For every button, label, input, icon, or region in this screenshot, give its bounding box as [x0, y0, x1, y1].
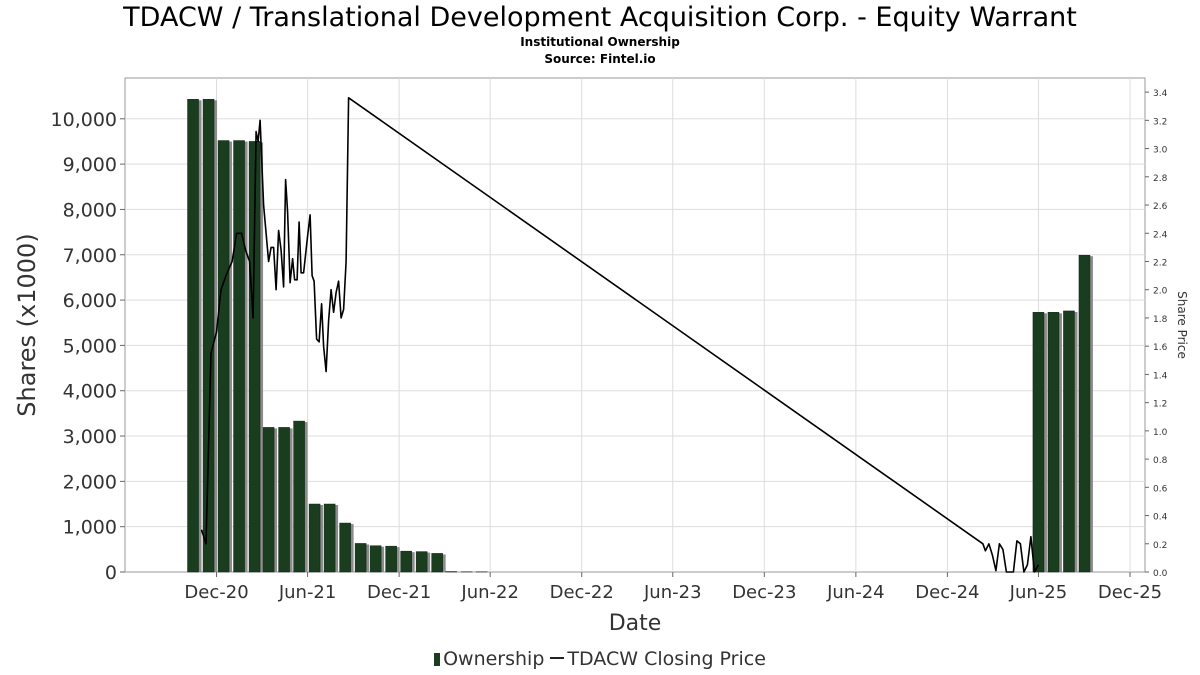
ownership-bar: [369, 545, 382, 573]
legend-price-label: TDACW Closing Price: [567, 648, 766, 670]
ownership-bar: [1047, 312, 1060, 573]
y-left-tick-label: 3,000: [63, 426, 117, 448]
x-tick-label: Jun-22: [460, 582, 519, 603]
y-right-tick-label: 2.6: [1153, 202, 1168, 212]
y-right-tick-label: 2.4: [1153, 230, 1168, 240]
x-tick-label: Jun-23: [643, 582, 702, 603]
ownership-bar: [1078, 254, 1091, 573]
x-tick-label: Dec-25: [1098, 582, 1162, 603]
x-tick-label: Dec-22: [550, 582, 614, 603]
y-left-axis-title: Shares (x1000): [13, 233, 41, 416]
x-tick-label: Jun-24: [826, 582, 885, 603]
ownership-bar: [217, 140, 230, 573]
ownership-bar: [187, 99, 199, 573]
y-right-tick-label: 3.4: [1153, 89, 1168, 99]
x-tick-label: Dec-24: [915, 582, 979, 603]
legend-ownership-label: Ownership: [443, 648, 545, 670]
y-right-tick-label: 3.0: [1153, 146, 1168, 156]
ownership-bar: [400, 550, 412, 573]
ownership-bar: [1032, 312, 1045, 573]
ownership-bar: [248, 141, 261, 573]
y-left-tick-label: 8,000: [63, 199, 117, 221]
ownership-bar: [202, 99, 215, 573]
ownership-bar: [323, 503, 336, 573]
x-tick-label: Jun-25: [1009, 582, 1068, 603]
x-tick-label: Dec-23: [732, 582, 796, 603]
ownership-bar: [1063, 310, 1075, 573]
y-right-tick-label: 1.0: [1153, 428, 1168, 438]
chart-title: TDACW / Translational Development Acquis…: [123, 2, 1077, 33]
chart-source: Source: Fintel.io: [544, 52, 656, 66]
y-left-tick-label: 10,000: [51, 109, 117, 131]
y-right-tick-label: 3.2: [1153, 117, 1167, 127]
ownership-bar: [278, 427, 290, 573]
ownership-bar: [308, 503, 321, 573]
ownership-bar: [385, 545, 397, 573]
y-left-tick-label: 0: [105, 562, 117, 584]
y-left-tick-label: 1,000: [63, 517, 117, 539]
x-axis-title: Date: [609, 611, 662, 636]
x-tick-label: Jun-21: [278, 582, 337, 603]
ownership-bar: [233, 140, 245, 573]
ownership-bar: [262, 427, 275, 573]
y-right-tick-label: 0.2: [1153, 541, 1167, 551]
y-right-tick-label: 0.8: [1153, 456, 1168, 466]
closing-price-line: [200, 97, 1040, 573]
ownership-bar: [293, 420, 305, 573]
y-left-tick-label: 5,000: [63, 335, 117, 357]
y-right-tick-label: 0.0: [1153, 569, 1168, 579]
y-left-tick-label: 6,000: [63, 290, 117, 312]
y-right-tick-label: 2.8: [1153, 174, 1168, 184]
y-right-tick-label: 1.8: [1153, 315, 1168, 325]
y-right-tick-label: 0.6: [1153, 484, 1168, 494]
plot-frame: [124, 77, 1146, 573]
y-right-tick-label: 0.4: [1153, 513, 1168, 523]
ownership-bar: [415, 551, 428, 573]
y-left-tick-label: 2,000: [63, 471, 117, 493]
legend-ownership-swatch: [434, 653, 441, 666]
y-left-tick-label: 7,000: [63, 245, 117, 267]
y-right-tick-label: 1.4: [1153, 371, 1168, 381]
y-right-tick-label: 2.2: [1153, 258, 1167, 268]
y-left-tick-label: 9,000: [63, 154, 117, 176]
y-right-tick-label: 1.6: [1153, 343, 1168, 353]
x-tick-label: Dec-21: [367, 582, 431, 603]
y-right-axis-title: Share Price: [1175, 291, 1189, 359]
x-tick-label: Dec-20: [184, 582, 248, 603]
legend: Ownership TDACW Closing Price: [0, 648, 1200, 670]
y-right-tick-label: 1.2: [1153, 400, 1167, 410]
ownership-bar: [339, 522, 351, 573]
chart-subtitle: Institutional Ownership: [520, 35, 680, 49]
y-left-tick-label: 4,000: [63, 381, 117, 403]
y-right-tick-label: 2.0: [1153, 287, 1168, 297]
ownership-bar: [431, 553, 443, 573]
ownership-bar: [354, 543, 367, 573]
legend-price-line: [550, 657, 565, 659]
